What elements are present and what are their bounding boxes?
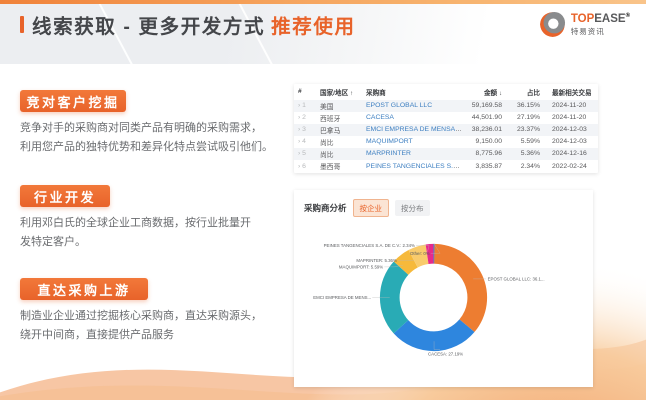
svg-text:MAQUIMPORT: 5.59%: MAQUIMPORT: 5.59% bbox=[339, 265, 383, 270]
svg-text:Other: 0%: Other: 0% bbox=[410, 251, 430, 256]
svg-text:EMCI EMPRESA DE MENS...: EMCI EMPRESA DE MENS... bbox=[313, 295, 371, 300]
svg-text:MAPRINTER: 5.36%: MAPRINTER: 5.36% bbox=[356, 258, 397, 263]
svg-text:CACESA: 27.19%: CACESA: 27.19% bbox=[428, 351, 463, 356]
svg-text:PEINES TANGENCIALES S.A. DE C.: PEINES TANGENCIALES S.A. DE C.V.: 2.34% bbox=[324, 243, 415, 248]
svg-text:EPOST GLOBAL LLC: 36.1...: EPOST GLOBAL LLC: 36.1... bbox=[488, 277, 545, 282]
